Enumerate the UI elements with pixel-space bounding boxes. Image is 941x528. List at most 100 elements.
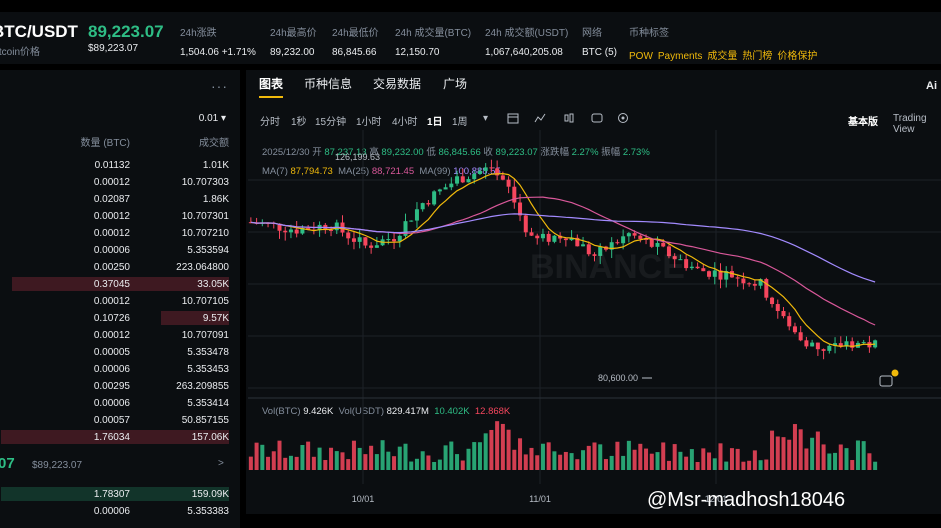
row-quantity: 0.00295 [93, 381, 130, 392]
bid-row[interactable]: 1.78307 159.09K [0, 486, 240, 502]
ask-row[interactable]: 0.00012 10.707210 [0, 225, 240, 241]
amplitude-label: 振幅 [601, 147, 621, 158]
row-quantity: 0.00012 [93, 228, 130, 239]
ai-button[interactable]: Ai [926, 80, 937, 92]
ask-row[interactable]: 0.00006 5.353414 [0, 395, 240, 411]
tab-trade-data[interactable]: 交易数据 [373, 77, 422, 91]
tab-coin-info[interactable]: 币种信息 [304, 77, 353, 91]
ask-row[interactable]: 0.10726 9.57K [0, 310, 240, 326]
row-quantity: 0.00006 [93, 398, 130, 409]
ask-row[interactable]: 0.00250 223.064800 [0, 259, 240, 275]
stat-label: 网络 [582, 28, 602, 39]
depth-bar [1, 430, 229, 444]
close-label: 收 [483, 147, 493, 158]
stat-value: 89,232.00 [270, 47, 315, 58]
watermark-text: @Msr-madhosh18046 [647, 489, 846, 511]
ask-row[interactable]: 0.00057 50.857155 [0, 412, 240, 428]
view-basic[interactable]: 基本版 [848, 117, 878, 128]
ask-row[interactable]: 0.00005 5.353478 [0, 344, 240, 360]
chart-panel [246, 70, 941, 514]
amplitude-value: 2.73% [622, 147, 650, 158]
ask-row[interactable]: 0.00295 263.209855 [0, 378, 240, 394]
stat-24h-low: 24h最低价 86,845.66 [332, 24, 379, 58]
stat-label: 24h最低价 [332, 28, 379, 39]
tab-underline [259, 96, 283, 98]
mid-price-usd: $89,223.07 [32, 460, 83, 471]
settings-icon[interactable] [616, 111, 630, 125]
bid-row[interactable]: 0.00006 5.353383 [0, 503, 240, 519]
row-total: 10.707210 [181, 228, 229, 239]
row-quantity: 0.00057 [93, 415, 130, 426]
low-value: 86,845.66 [438, 147, 481, 158]
tag-payments[interactable]: Payments [657, 51, 703, 62]
row-quantity: 0.00006 [93, 506, 130, 517]
ma25-label: MA(25) [338, 166, 370, 177]
tag-volume[interactable]: 成交量 [707, 51, 738, 62]
stat-label: 24h最高价 [270, 28, 317, 39]
ask-row[interactable]: 0.00006 5.353453 [0, 361, 240, 377]
stat-24h-change: 24h涨跌 1,504.06 +1.71% [180, 24, 256, 58]
ask-row[interactable]: 0.00012 10.707105 [0, 293, 240, 309]
interval-time[interactable]: 分时 [260, 117, 280, 128]
tag-pow[interactable]: POW [629, 51, 653, 62]
row-total: 223.064800 [176, 262, 229, 273]
more-icon[interactable]: ··· [211, 78, 228, 94]
ask-row[interactable]: 0.00012 10.707303 [0, 174, 240, 190]
row-total: 10.707105 [181, 296, 229, 307]
chevron-down-icon[interactable]: ▾ [483, 113, 489, 124]
indicator-icon[interactable] [533, 111, 547, 125]
row-total: 1.01K [202, 160, 229, 171]
stat-value: 1,504.06 +1.71% [180, 47, 256, 58]
high-value: 89,232.00 [381, 147, 424, 158]
tag-hot[interactable]: 热门榜 [742, 51, 773, 62]
ask-row[interactable]: 0.00012 10.707301 [0, 208, 240, 224]
open-label: 开 [312, 147, 322, 158]
low-label: 低 [426, 147, 436, 158]
row-quantity: 0.00006 [93, 245, 130, 256]
ask-row[interactable]: 0.01132 1.01K [0, 157, 240, 173]
ask-row[interactable]: 0.00012 10.707091 [0, 327, 240, 343]
depth-icon[interactable] [590, 111, 604, 125]
view-tradingview[interactable]: Trading View [893, 113, 927, 135]
last-price: 89,223.07 [88, 22, 164, 41]
ask-row[interactable]: 0.37045 33.05K [0, 276, 240, 292]
row-quantity: 1.76034 [93, 432, 130, 443]
row-quantity: 0.01132 [94, 160, 130, 171]
stat-value: BTC (5) [582, 47, 617, 58]
candle-style-icon[interactable] [562, 111, 576, 125]
tab-chart[interactable]: 图表 [259, 77, 284, 91]
vol-btc-label: Vol(BTC) [262, 406, 301, 417]
row-quantity: 1.78307 [93, 489, 130, 500]
row-quantity: 0.00012 [93, 177, 130, 188]
tab-square[interactable]: 广场 [443, 77, 468, 91]
interval-1s[interactable]: 1秒 [291, 117, 307, 128]
ohlc-date: 2025/12/30 [262, 147, 310, 158]
precision-select[interactable]: 0.01 ▾ [198, 113, 226, 124]
interval-1d[interactable]: 1日 [427, 117, 443, 128]
ask-row[interactable]: 0.00006 5.353594 [0, 242, 240, 258]
ask-row[interactable]: 1.76034 157.06K [0, 429, 240, 445]
ma25-value: 88,721.45 [371, 166, 415, 177]
open-value: 87,237.13 [324, 147, 367, 158]
row-total: 33.05K [197, 279, 229, 290]
ask-row[interactable]: 0.02087 1.86K [0, 191, 240, 207]
tag-price-protect[interactable]: 价格保护 [777, 51, 818, 62]
vol-usdt-value: 829.417M [386, 406, 429, 417]
interval-4h[interactable]: 4小时 [392, 117, 418, 128]
row-quantity: 0.37045 [93, 279, 130, 290]
tags-label: 币种标签 [629, 28, 669, 39]
interval-1w[interactable]: 1周 [452, 117, 468, 128]
interval-15m[interactable]: 15分钟 [315, 117, 347, 128]
close-value: 89,223.07 [495, 147, 538, 158]
pair-title[interactable]: BTC/USDT [0, 22, 78, 41]
interval-1h[interactable]: 1小时 [356, 117, 382, 128]
calendar-icon[interactable] [506, 111, 520, 125]
order-book: ··· 0.01 ▾ 数量 (BTC) 成交额 [0, 70, 240, 528]
coin-tags: 币种标签 POW Payments 成交量 热门榜 价格保护 [629, 24, 822, 62]
row-total: 50.857155 [181, 415, 229, 426]
chevron-right-icon[interactable]: > [218, 458, 224, 469]
row-quantity: 0.00250 [93, 262, 130, 273]
stat-network: 网络 BTC (5) [582, 24, 617, 58]
high-label: 高 [369, 147, 379, 158]
col-total-header: 成交额 [199, 138, 229, 149]
